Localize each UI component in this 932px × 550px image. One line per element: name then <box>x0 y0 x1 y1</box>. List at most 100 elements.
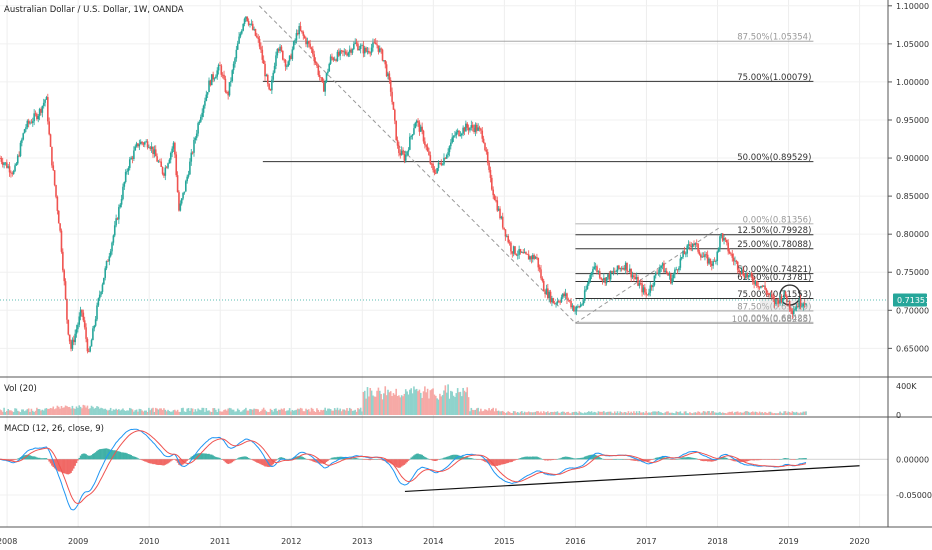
macd-histogram-bar <box>757 459 760 461</box>
macd-histogram-bar <box>57 459 60 472</box>
macd-histogram-bar <box>44 458 46 460</box>
macd-histogram-bar <box>48 459 50 462</box>
candle-body <box>348 49 351 53</box>
candle-body <box>183 191 186 193</box>
macd-histogram-bar <box>802 458 805 460</box>
candle-body <box>361 45 363 47</box>
volume-bar <box>346 408 348 415</box>
volume-bar <box>373 396 376 415</box>
macd-histogram-bar <box>469 457 471 460</box>
candle-body <box>564 293 567 297</box>
macd-histogram-bar <box>111 450 113 460</box>
candle-body <box>506 235 508 237</box>
candle-body <box>559 301 561 303</box>
volume-bar <box>611 412 613 415</box>
candle-body <box>579 304 582 307</box>
macd-histogram-bar <box>710 459 713 462</box>
macd-histogram-bar <box>305 458 307 460</box>
volume-bar <box>366 387 369 415</box>
candle-body <box>182 192 184 199</box>
candle-body <box>754 280 757 285</box>
candle-body <box>339 50 341 56</box>
macd-histogram-bar <box>209 454 212 460</box>
candle-body <box>646 294 649 296</box>
volume-bar <box>715 412 717 415</box>
candle-body <box>797 306 799 308</box>
volume-bar <box>799 412 802 415</box>
macd-histogram-bar <box>683 457 686 460</box>
candle-body <box>482 138 485 143</box>
volume-bar <box>79 406 82 415</box>
macd-histogram-bar <box>615 459 617 460</box>
macd-histogram-bar <box>126 453 128 460</box>
volume-bar <box>598 411 601 415</box>
candle-body <box>533 255 535 259</box>
last-price-label: 0.71351 <box>897 296 930 305</box>
macd-histogram-bar <box>97 449 100 460</box>
candle-body <box>601 279 604 281</box>
fib-level-label: 50.00%(0.89529) <box>737 153 811 163</box>
macd-histogram-bar <box>516 459 519 460</box>
volume-bar <box>745 411 747 415</box>
macd-histogram-bar <box>402 459 404 466</box>
candle-body <box>86 338 89 352</box>
volume-bar <box>0 409 1 415</box>
y-tick-label: 1.00000 <box>896 78 929 87</box>
volume-bar <box>648 412 650 415</box>
volume-bar <box>418 389 421 415</box>
candle-body <box>71 339 74 349</box>
macd-histogram-bar <box>417 453 419 460</box>
macd-histogram-bar <box>687 456 690 460</box>
candle-body <box>440 163 443 165</box>
volume-bar <box>601 411 604 415</box>
candle-body <box>592 269 594 273</box>
fibonacci-levels[interactable]: 87.50%(1.05354)75.00%(1.00079)50.00%(0.8… <box>262 33 814 325</box>
candle-body <box>540 269 542 279</box>
volume-bar <box>281 409 284 415</box>
candle-body <box>689 244 691 247</box>
volume-bar <box>103 409 105 415</box>
macd-histogram-bar <box>281 457 284 460</box>
volume-bar <box>734 412 736 415</box>
volume-bar <box>213 408 216 415</box>
volume-bar <box>574 411 576 415</box>
macd-histogram-bar <box>719 458 721 460</box>
macd-histogram-bar <box>633 459 635 461</box>
candle-body <box>342 50 344 53</box>
macd-histogram-bar <box>327 459 329 462</box>
volume-bar <box>530 412 533 415</box>
macd-histogram-bar <box>705 459 708 462</box>
candle-body <box>329 56 332 64</box>
macd-histogram-bar <box>303 457 306 460</box>
candle-body <box>141 141 143 144</box>
y-tick-label: 0.90000 <box>896 154 929 163</box>
macd-histogram-bar <box>103 448 105 460</box>
volume-bar <box>328 408 331 415</box>
macd-histogram-bar <box>245 456 247 460</box>
candle-body <box>395 120 397 140</box>
candle-body <box>734 260 736 262</box>
macd-histogram-bar <box>447 456 449 460</box>
volume-bar <box>232 409 235 415</box>
candle-body <box>92 328 94 341</box>
y-tick-label: 0.65000 <box>896 344 929 353</box>
macd-histogram-bar <box>157 459 160 466</box>
volume-bar <box>411 393 414 415</box>
macd-histogram-bar <box>189 458 191 460</box>
volume-bar <box>691 413 694 415</box>
macd-histogram-bar <box>112 450 115 460</box>
candle-body <box>297 33 299 35</box>
candle-body <box>12 171 15 175</box>
macd-histogram-bar <box>788 458 791 460</box>
candle-body <box>456 130 459 133</box>
candle-body <box>63 270 66 282</box>
macd-histogram-bar <box>635 459 638 461</box>
candle-body <box>280 46 283 51</box>
volume-bar <box>803 411 806 415</box>
candle-body <box>751 276 754 282</box>
volume-bar <box>596 413 598 415</box>
candle-body <box>637 277 639 286</box>
macd-histogram-bar <box>435 459 437 462</box>
macd-histogram-bar <box>564 456 567 460</box>
volume-bar <box>402 396 404 415</box>
